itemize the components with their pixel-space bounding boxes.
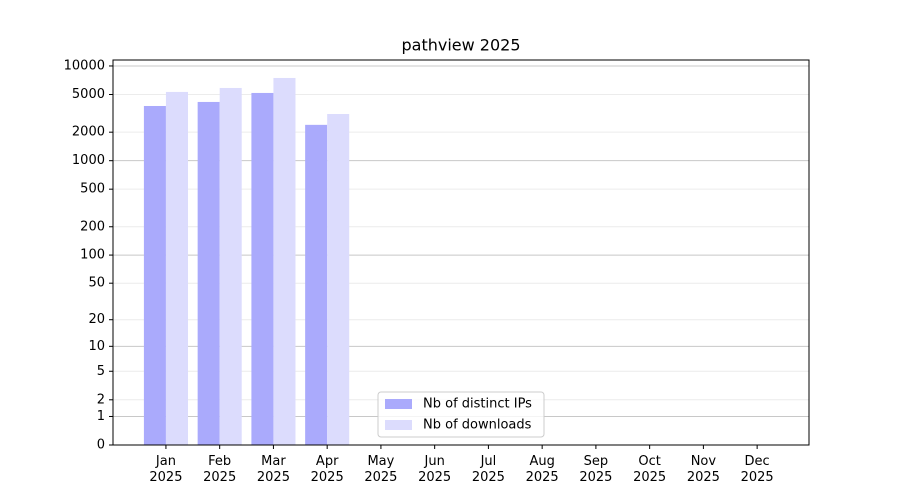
y-tick-label: 50	[88, 276, 105, 291]
y-tick-label: 200	[80, 219, 105, 234]
x-tick-label: Jun 2025	[418, 454, 451, 485]
bar	[219, 87, 242, 446]
y-tick-label: 2	[97, 392, 105, 407]
bar	[305, 124, 328, 446]
x-tick-label: Apr 2025	[311, 454, 344, 485]
chart-title: pathview 2025	[401, 36, 520, 55]
bar	[251, 92, 274, 445]
legend-box	[377, 391, 545, 438]
y-tick-label: 10	[88, 339, 105, 354]
y-tick-label: 500	[80, 182, 105, 197]
bar	[143, 105, 166, 445]
x-tick-label: Jul 2025	[472, 454, 505, 485]
x-tick-label: Sep 2025	[579, 454, 612, 485]
plot-frame	[112, 59, 810, 446]
legend-label: Nb of distinct IPs	[423, 397, 532, 412]
x-tick-label: Mar 2025	[257, 454, 290, 485]
y-tick-label: 0	[97, 438, 105, 453]
x-tick-label: Feb 2025	[203, 454, 236, 485]
y-tick-label: 1000	[72, 153, 105, 168]
x-tick-label: Nov 2025	[687, 454, 720, 485]
bar	[327, 114, 350, 446]
legend-label: Nb of downloads	[423, 418, 532, 433]
bar	[273, 77, 296, 445]
legend-swatch	[385, 399, 412, 409]
bar	[197, 101, 220, 445]
x-tick-label: Aug 2025	[526, 454, 559, 485]
y-tick-label: 100	[80, 248, 105, 263]
legend-swatch	[385, 420, 412, 430]
y-tick-label: 2000	[72, 125, 105, 140]
y-tick-label: 10000	[64, 58, 105, 73]
y-tick-label: 5	[97, 364, 105, 379]
x-tick-label: Jan 2025	[149, 454, 182, 485]
bar	[165, 91, 188, 446]
x-tick-label: Dec 2025	[741, 454, 774, 485]
y-tick-label: 5000	[72, 87, 105, 102]
y-tick-label: 20	[88, 312, 105, 327]
x-tick-label: Oct 2025	[633, 454, 666, 485]
y-tick-label: 1	[97, 409, 105, 424]
x-tick-label: May 2025	[364, 454, 397, 485]
